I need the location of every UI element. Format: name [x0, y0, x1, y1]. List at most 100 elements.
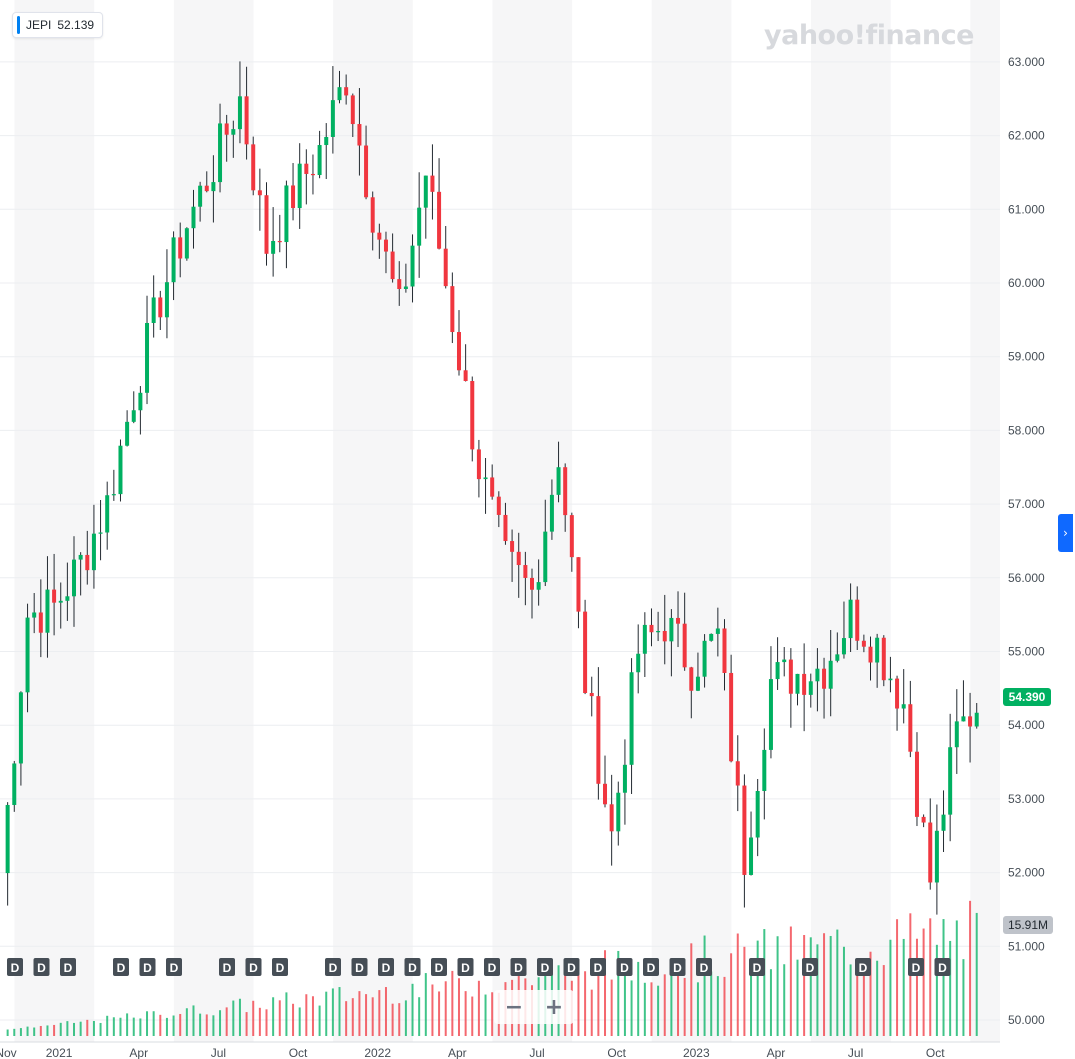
candle — [503, 502, 508, 545]
dividend-marker[interactable]: D — [696, 958, 712, 976]
candle — [12, 760, 17, 812]
dividend-marker[interactable]: D — [934, 958, 951, 976]
last-price-tag: 54.390 — [1003, 688, 1051, 706]
dividend-marker[interactable]: D — [510, 958, 527, 976]
gridlines — [0, 61, 1000, 1021]
symbol-legend[interactable]: JEPI 52.139 — [12, 12, 104, 38]
candle — [822, 657, 827, 719]
candle — [695, 652, 700, 692]
candle — [948, 713, 953, 842]
dividend-marker[interactable]: D — [749, 958, 765, 976]
x-tick-label: 2021 — [46, 1046, 73, 1059]
candle — [928, 798, 933, 890]
volume-bar — [597, 961, 600, 1036]
x-tick-label: Apr — [448, 1046, 467, 1059]
volume-bar — [922, 928, 925, 1036]
volume-bar — [464, 991, 467, 1036]
svg-text:D: D — [143, 961, 152, 975]
candle — [596, 667, 601, 800]
candle — [105, 481, 110, 550]
dividend-marker[interactable]: D — [113, 958, 129, 976]
volume-bar — [192, 1005, 195, 1036]
dividend-marker[interactable]: D — [60, 958, 76, 976]
dividend-marker[interactable]: D — [245, 958, 262, 976]
volume-bar — [637, 961, 640, 1036]
x-tick-label: Oct — [926, 1046, 945, 1059]
volume-bar — [285, 992, 288, 1036]
volume-bar — [172, 1015, 175, 1036]
candle — [483, 457, 488, 514]
volume-bar — [424, 973, 427, 1036]
dividend-marker[interactable]: D — [431, 958, 447, 976]
dividend-marker[interactable]: D — [7, 958, 23, 976]
candle — [456, 310, 461, 376]
dividend-marker[interactable]: D — [669, 958, 686, 976]
volume-bar — [444, 981, 447, 1036]
dividend-marker[interactable]: D — [855, 958, 871, 976]
chevron-right-icon[interactable]: › — [1058, 514, 1073, 552]
dividend-marker[interactable]: D — [139, 958, 156, 976]
candle — [762, 728, 767, 820]
svg-text:D: D — [382, 961, 391, 975]
dividend-marker[interactable]: D — [33, 958, 50, 976]
y-tick-label: 62.000 — [1008, 129, 1045, 143]
volume-bar — [836, 929, 839, 1036]
svg-text:D: D — [329, 961, 338, 975]
volume-bar — [252, 1000, 255, 1036]
dividend-marker[interactable]: D — [219, 958, 235, 976]
volume-bar — [159, 1014, 162, 1036]
dividend-marker[interactable]: D — [351, 958, 368, 976]
candle — [901, 669, 906, 724]
candle — [297, 143, 302, 229]
volume-bar — [849, 964, 852, 1036]
candle — [470, 376, 475, 462]
candle — [682, 592, 687, 671]
svg-text:D: D — [117, 961, 126, 975]
dividend-marker[interactable]: D — [563, 958, 580, 976]
dividend-marker[interactable]: D — [590, 958, 606, 976]
volume-bar — [99, 1022, 102, 1036]
volume-bar — [265, 1009, 268, 1036]
candle — [72, 536, 77, 627]
x-tick-label: Jul — [848, 1046, 863, 1059]
volume-bar — [789, 926, 792, 1036]
volume-bar — [418, 997, 421, 1036]
dividend-marker[interactable]: D — [802, 958, 818, 976]
candle — [25, 603, 30, 713]
dividend-marker[interactable]: D — [616, 958, 633, 976]
volume-bar — [962, 959, 965, 1036]
zoom-in-button[interactable]: + — [544, 994, 564, 1020]
candle — [875, 633, 880, 688]
candle — [616, 781, 621, 846]
dividend-marker[interactable]: D — [457, 958, 474, 976]
dividend-marker[interactable]: D — [908, 958, 924, 976]
zoom-out-button[interactable]: − — [504, 994, 524, 1020]
volume-bar — [272, 997, 275, 1036]
svg-text:D: D — [249, 961, 258, 975]
volume-bar — [617, 950, 620, 1036]
dividend-marker[interactable]: D — [325, 958, 341, 976]
volume-bar — [471, 996, 474, 1036]
dividend-marker[interactable]: D — [643, 958, 659, 976]
volume-bar — [896, 919, 899, 1036]
candle — [291, 163, 296, 221]
y-tick-label: 60.000 — [1008, 276, 1045, 290]
volume-bar — [126, 1013, 129, 1036]
volume-bar — [358, 991, 361, 1036]
dividend-marker[interactable]: D — [272, 958, 288, 976]
volume-bar — [179, 1013, 182, 1036]
volume-bar — [106, 1015, 109, 1036]
dividend-marker[interactable]: D — [537, 958, 553, 976]
candle — [516, 532, 521, 598]
dividend-marker[interactable]: D — [378, 958, 394, 976]
candle — [164, 249, 169, 339]
dividend-marker[interactable]: D — [404, 958, 421, 976]
y-tick-label: 51.000 — [1008, 939, 1045, 953]
volume-bar — [876, 960, 879, 1036]
dividend-marker[interactable]: D — [484, 958, 500, 976]
candle — [742, 774, 747, 908]
volume-bar — [750, 973, 753, 1036]
dividend-marker[interactable]: D — [166, 958, 182, 976]
volume-bar — [404, 1000, 407, 1036]
